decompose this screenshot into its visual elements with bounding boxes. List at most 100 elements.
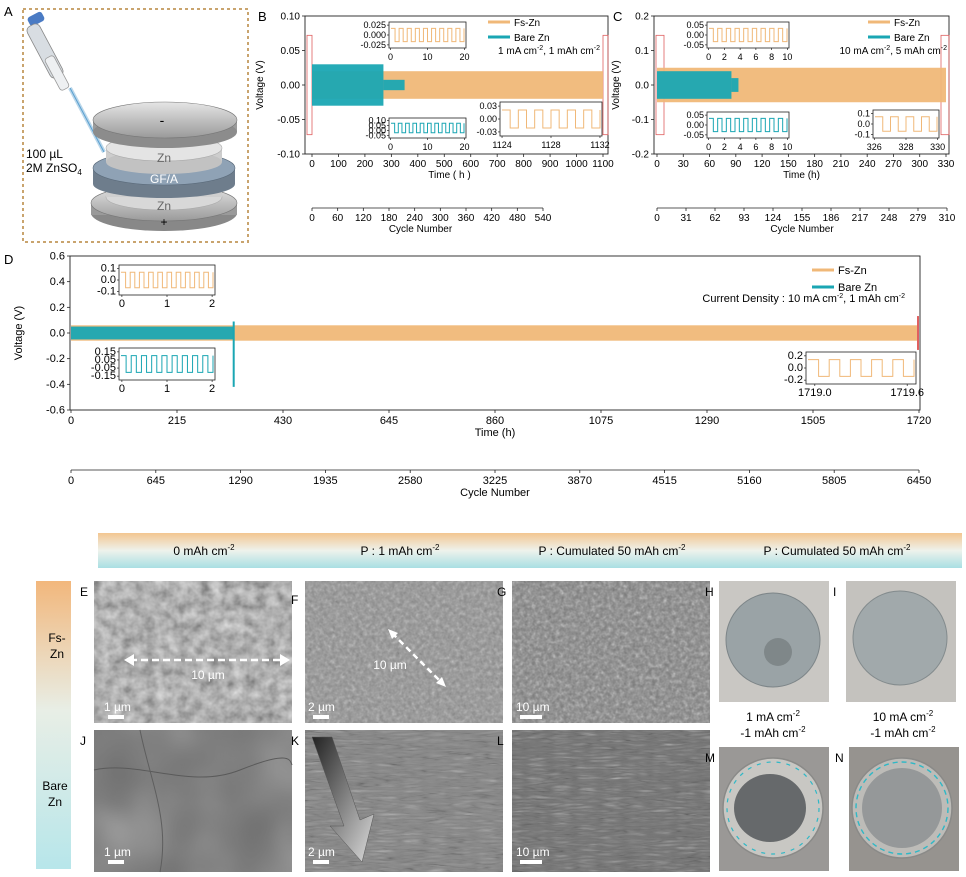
chart-d-inset-1-ytick-1: 0.0 xyxy=(101,274,116,286)
chart-c-cycle-tick-9: 279 xyxy=(910,213,927,224)
scale-label-g: 10 µm xyxy=(516,700,550,714)
chart-d-inset-1-ytick-0: 0.1 xyxy=(101,263,116,275)
row-label-bare-line1: Bare xyxy=(42,779,68,793)
chart-b-cycle-tick-2: 120 xyxy=(355,213,372,224)
chart-d-inset-3-ytick-2: -0.2 xyxy=(784,374,803,386)
chart-d-cycle-tick-0: 0 xyxy=(68,475,74,487)
chart-b-xtick-4: 400 xyxy=(409,159,426,170)
chart-d-cycle-tick-10: 6450 xyxy=(907,475,931,487)
chart-b-inset-1-xtick-1: 10 xyxy=(422,52,432,62)
chart-d-inset-1-xtick-0: 0 xyxy=(119,298,125,310)
chart-d-cycle-label: Cycle Number xyxy=(460,487,530,499)
chart-c-cycle-tick-8: 248 xyxy=(881,213,898,224)
row-label-fs-line2: Zn xyxy=(50,647,64,661)
scale-bar-f xyxy=(313,715,329,719)
chart-d-xtick-4: 860 xyxy=(486,415,504,427)
chart-d-cycle-tick-2: 1290 xyxy=(228,475,252,487)
chart-b-cycle-tick-0: 0 xyxy=(309,213,315,224)
chart-b-inset-1-xtick-2: 20 xyxy=(459,52,469,62)
panel-label-j: J xyxy=(80,734,86,748)
chart-b-cycle-tick-8: 480 xyxy=(509,213,526,224)
chart-d-inset-1: 0.10.0-0.10 1 2 xyxy=(97,263,216,310)
chart-b-xtick-2: 200 xyxy=(357,159,374,170)
chart-c-inset-1-trace xyxy=(709,27,788,43)
chart-c-cycle-tick-1: 31 xyxy=(680,213,692,224)
chart-c-inset-2-xtick-0: 0 xyxy=(706,142,711,152)
panel-label-g: G xyxy=(497,585,506,599)
chart-b-ytick-2: 0.00 xyxy=(281,81,301,92)
chart-b-start-highlight xyxy=(306,34,313,136)
chart-c-ytick-1: 0.1 xyxy=(635,46,649,57)
chart-b-cycle-tick-4: 240 xyxy=(406,213,423,224)
chart-c-legend-bare: Bare Zn xyxy=(894,33,930,44)
sem-header-col3: P : Cumulated 50 mAh cm-2 xyxy=(539,543,687,558)
chart-d-inset-2-xtick-1: 1 xyxy=(164,383,170,395)
chart-c-xtick-7: 210 xyxy=(833,159,850,170)
chart-d-inset-2-xtick-2: 2 xyxy=(209,383,215,395)
chart-c-xtick-8: 240 xyxy=(859,159,876,170)
chart-b-inset-2-ytick-2: 0.00 xyxy=(368,126,386,136)
scale-bar-j xyxy=(108,860,124,864)
chart-c-cycle-tick-10: 310 xyxy=(939,213,956,224)
chart-b-ytick-3: -0.05 xyxy=(277,115,300,126)
chart-b-inset-1-ytick-1: 0.000 xyxy=(363,30,386,40)
chart-d-inset-1-ytick-2: -0.1 xyxy=(97,285,116,297)
chart-c-inset-2-xtick-2: 4 xyxy=(738,142,743,152)
chart-c-inset-1-xtick-4: 8 xyxy=(769,52,774,62)
chart-c-inset-2-ytick-2: -0.05 xyxy=(683,130,704,140)
chart-d-cycle-tick-6: 3870 xyxy=(568,475,592,487)
chart-d-condition: Current Density : 10 mA cm-2, 1 mAh cm-2 xyxy=(702,293,905,305)
panel-a: A 100 µL 2M ZnSO4 xyxy=(4,4,249,243)
chart-c-ytick-4: -0.2 xyxy=(632,150,650,161)
sem-image-j: 1 µm xyxy=(93,729,293,873)
sem-header-col1: 0 mAh cm-2 xyxy=(173,543,235,558)
electrolyte-label: 2M ZnSO4 xyxy=(26,161,82,177)
chart-d-cycle-tick-1: 645 xyxy=(147,475,165,487)
chart-b-xtick-11: 1100 xyxy=(592,159,614,170)
chart-b-xtick-0: 0 xyxy=(309,159,315,170)
chart-d-ytick-6: -0.6 xyxy=(46,405,65,417)
sem-image-l: 10 µm xyxy=(512,730,710,872)
chart-b-inset-3-ytick-0: 0.03 xyxy=(479,101,497,111)
chart-d-xtick-7: 1505 xyxy=(801,415,825,427)
chart-d-xtick-1: 215 xyxy=(168,415,186,427)
chart-c-inset-1: 0.050.00-0.050 2 4 6 8 10 xyxy=(683,20,792,62)
chart-d-legend-bare: Bare Zn xyxy=(838,282,877,294)
chart-d-inset-2: 0.150.05-0.05-0.150 1 2 xyxy=(91,346,216,395)
chart-c-cycle-tick-7: 217 xyxy=(852,213,869,224)
chart-c-series-bare-tail xyxy=(731,78,739,92)
chart-b-cycle-tick-9: 540 xyxy=(535,213,552,224)
chart-b-cycle-label: Cycle Number xyxy=(389,224,453,235)
chart-c-xtick-9: 270 xyxy=(885,159,902,170)
chart-d-inset-3-ytick-0: 0.2 xyxy=(788,350,803,362)
panel-label-e: E xyxy=(80,585,88,599)
chart-c-inset-1-xtick-1: 2 xyxy=(722,52,727,62)
photo-i xyxy=(846,581,956,702)
scale-label-k: 2 µm xyxy=(308,845,335,859)
chart-b-condition: 1 mA cm-2, 1 mAh cm-2 xyxy=(498,45,600,57)
chart-b-inset-1-ytick-0: 0.025 xyxy=(363,20,386,30)
chart-b-inset-2: 0.100.050.00-0.050 10 20 xyxy=(365,115,469,152)
chart-c-inset-2-xtick-5: 10 xyxy=(782,142,792,152)
chart-d-series-bare xyxy=(71,326,234,340)
scale-bar-l xyxy=(520,860,542,864)
chart-c-inset-3-ytick-0: 0.1 xyxy=(857,108,870,118)
chart-d-xlabel: Time (h) xyxy=(475,427,516,439)
scale-label-j: 1 µm xyxy=(104,845,131,859)
row-label-bare-line2: Zn xyxy=(48,795,62,809)
chart-c-cycle-tick-2: 62 xyxy=(709,213,721,224)
chart-b-xtick-5: 500 xyxy=(436,159,453,170)
chart-b-series-bare xyxy=(312,64,384,106)
chart-c-inset-3-trace xyxy=(875,116,938,132)
pipette-icon xyxy=(26,11,106,153)
panel-label-b: B xyxy=(258,9,267,24)
chart-c-legend-fs: Fs-Zn xyxy=(894,18,920,29)
scale-label-l: 10 µm xyxy=(516,845,550,859)
chart-b-xtick-9: 900 xyxy=(542,159,559,170)
panel-label-a: A xyxy=(4,4,13,19)
chart-c-xtick-3: 90 xyxy=(730,159,742,170)
chart-c-inset-2-ytick-1: 0.00 xyxy=(686,120,704,130)
